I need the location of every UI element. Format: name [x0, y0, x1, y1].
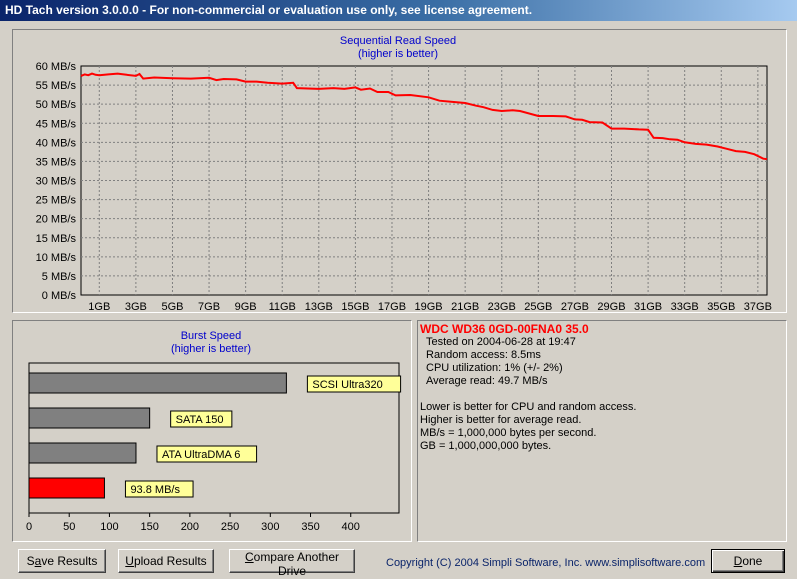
- burst-bar: [28, 407, 151, 429]
- average-read: Average read: 49.7 MB/s: [426, 375, 548, 387]
- window-title: HD Tach version 3.0.0.0 - For non-commer…: [5, 3, 533, 17]
- copyright-text: Copyright (C) 2004 Simpli Software, Inc.…: [386, 557, 706, 569]
- burst-bar-label: ATA UltraDMA 6: [162, 449, 240, 461]
- burst-x-tick-label: 400: [342, 521, 360, 533]
- done-button[interactable]: Done: [711, 549, 785, 573]
- burst-chart-title: Burst Speed: [181, 330, 242, 342]
- burst-x-ticks: 0 50 100 150 200 250 300 350 400: [26, 513, 360, 533]
- burst-x-tick-label: 50: [63, 521, 75, 533]
- sequential-x-tick-label: 29GB: [597, 301, 625, 312]
- sequential-plot-area: [80, 65, 768, 296]
- sequential-x-tick-label: 31GB: [634, 301, 662, 312]
- burst-chart-panel: Burst Speed (higher is better) SCSI Ultr…: [12, 320, 412, 542]
- sequential-x-tick-label: 5GB: [161, 301, 183, 312]
- drive-name: WDC WD36 0GD-00FNA0 35.0: [420, 322, 589, 336]
- sequential-read-line: [80, 72, 768, 161]
- sequential-x-tick-label: 23GB: [488, 301, 516, 312]
- burst-x-tick-label: 100: [100, 521, 118, 533]
- burst-bar-label-box: [306, 375, 402, 393]
- sequential-x-tick-label: 27GB: [561, 301, 589, 312]
- sequential-y-tick-label: 50 MB/s: [36, 99, 77, 111]
- sequential-y-tick-label: 40 MB/s: [36, 137, 77, 149]
- title-bar: HD Tach version 3.0.0.0 - For non-commer…: [0, 0, 797, 21]
- burst-bar: [28, 372, 287, 394]
- burst-chart: Burst Speed (higher is better) SCSI Ultr…: [26, 330, 402, 533]
- sequential-x-tick-label: 35GB: [707, 301, 735, 312]
- burst-bars: SCSI Ultra320 SATA 150 ATA UltraDMA 6 93.8 …: [28, 372, 402, 499]
- save-results-button[interactable]: Save Results: [18, 549, 106, 573]
- sequential-chart: Sequential Read Speed (higher is better)…: [36, 35, 772, 312]
- burst-chart-subtitle: (higher is better): [171, 343, 251, 355]
- burst-x-tick-label: 0: [26, 521, 32, 533]
- note-gb-definition: GB = 1,000,000,000 bytes.: [420, 440, 552, 452]
- sequential-x-tick-label: 25GB: [524, 301, 552, 312]
- burst-x-tick-label: 300: [261, 521, 279, 533]
- sequential-x-tick-label: 7GB: [198, 301, 220, 312]
- sequential-x-tick-label: 11GB: [269, 301, 296, 312]
- sequential-x-tick-label: 3GB: [125, 301, 147, 312]
- sequential-x-tick-label: 9GB: [235, 301, 257, 312]
- sequential-x-tick-label: 13GB: [305, 301, 333, 312]
- burst-x-tick-label: 350: [301, 521, 319, 533]
- sequential-y-tick-label: 30 MB/s: [36, 176, 77, 188]
- burst-x-tick-label: 250: [221, 521, 239, 533]
- burst-x-tick-label: 200: [181, 521, 199, 533]
- burst-bar-label-box: [156, 445, 258, 463]
- sequential-y-tick-label: 60 MB/s: [36, 61, 77, 73]
- compare-another-drive-button[interactable]: Compare Another Drive: [229, 549, 355, 578]
- sequential-x-tick-label: 37GB: [744, 301, 772, 312]
- sequential-y-tick-label: 35 MB/s: [36, 156, 77, 168]
- sequential-y-tick-label: 55 MB/s: [36, 80, 77, 92]
- tested-on: Tested on 2004-06-28 at 19:47: [426, 336, 576, 348]
- sequential-y-tick-label: 45 MB/s: [36, 118, 77, 130]
- sequential-x-tick-label: 17GB: [378, 301, 406, 312]
- sequential-y-tick-label: 0 MB/s: [42, 290, 77, 302]
- sequential-x-tick-label: 21GB: [451, 301, 479, 312]
- burst-bar-label-box: [124, 480, 194, 498]
- sequential-y-tick-label: 5 MB/s: [42, 271, 77, 283]
- note-higher-better: Higher is better for average read.: [420, 414, 582, 426]
- sequential-x-tick-label: 1GB: [88, 301, 110, 312]
- sequential-y-tick-label: 15 MB/s: [36, 233, 77, 245]
- burst-x-tick-label: 150: [140, 521, 158, 533]
- sequential-x-tick-label: 19GB: [415, 301, 443, 312]
- sequential-y-tick-label: 10 MB/s: [36, 252, 77, 264]
- cpu-utilization: CPU utilization: 1% (+/- 2%): [426, 362, 563, 374]
- sequential-chart-title: Sequential Read Speed: [340, 35, 456, 47]
- note-mbs-definition: MB/s = 1,000,000 bytes per second.: [420, 427, 597, 439]
- sequential-y-tick-label: 20 MB/s: [36, 214, 77, 226]
- sequential-chart-panel: Sequential Read Speed (higher is better)…: [12, 29, 787, 313]
- sequential-x-tick-label: 15GB: [341, 301, 369, 312]
- sequential-x-ticks: 1GB 3GB 5GB 7GB 9GB 11GB 13GB 15GB 17GB 19GB 21GB 2…: [88, 301, 772, 312]
- sequential-y-ticks: 0 MB/s 5 MB/s 10 MB/s 15 MB/s 20 MB/s 25 MB/s…: [36, 61, 77, 302]
- info-panel: WDC WD36 0GD-00FNA0 35.0 Tested on 2004-…: [417, 320, 787, 542]
- burst-bar-label: 93.8 MB/s: [130, 484, 180, 496]
- burst-bar-label: SCSI Ultra320: [312, 379, 382, 391]
- burst-bar: [28, 442, 137, 464]
- upload-results-button[interactable]: Upload Results: [118, 549, 214, 573]
- random-access: Random access: 8.5ms: [426, 349, 541, 361]
- burst-bar-label-box: [170, 410, 233, 428]
- burst-bar: [28, 477, 105, 499]
- sequential-x-tick-label: 33GB: [671, 301, 699, 312]
- burst-bar-label: SATA 150: [176, 414, 224, 426]
- sequential-y-tick-label: 25 MB/s: [36, 195, 77, 207]
- note-lower-better: Lower is better for CPU and random acces…: [420, 401, 637, 413]
- sequential-chart-subtitle: (higher is better): [358, 48, 438, 60]
